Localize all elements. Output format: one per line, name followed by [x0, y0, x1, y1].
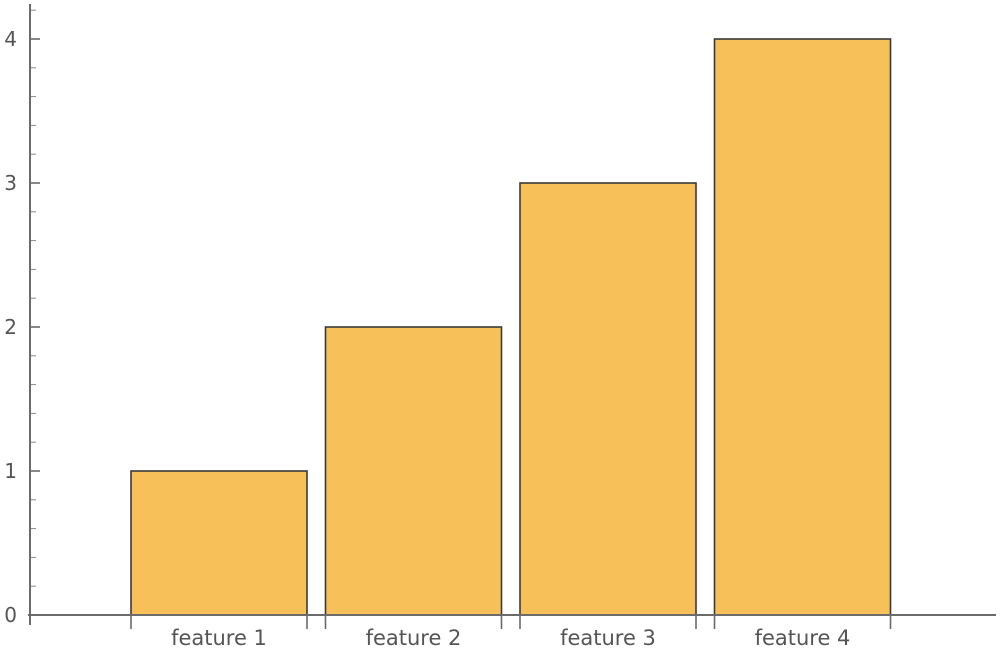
y-tick-label: 2	[4, 315, 17, 339]
y-axis-tick-labels: 0 1 2 3 4	[4, 27, 17, 627]
bar-feature-3	[519, 182, 697, 616]
bars	[130, 38, 892, 616]
x-axis-category-labels: feature 1 feature 2 feature 3 feature 4	[171, 626, 850, 648]
x-category-label: feature 3	[560, 626, 656, 648]
y-tick-label: 4	[4, 27, 17, 51]
x-category-label: feature 4	[755, 626, 851, 648]
bar-feature-1	[130, 470, 308, 616]
x-category-label: feature 1	[171, 626, 267, 648]
y-tick-label: 3	[4, 171, 17, 195]
y-tick-label: 1	[4, 459, 17, 483]
y-tick-label: 0	[4, 603, 17, 627]
x-category-label: feature 2	[366, 626, 462, 648]
bar-feature-4	[713, 38, 892, 616]
bar-feature-2	[324, 326, 503, 616]
x-axis-ticks	[130, 615, 892, 629]
